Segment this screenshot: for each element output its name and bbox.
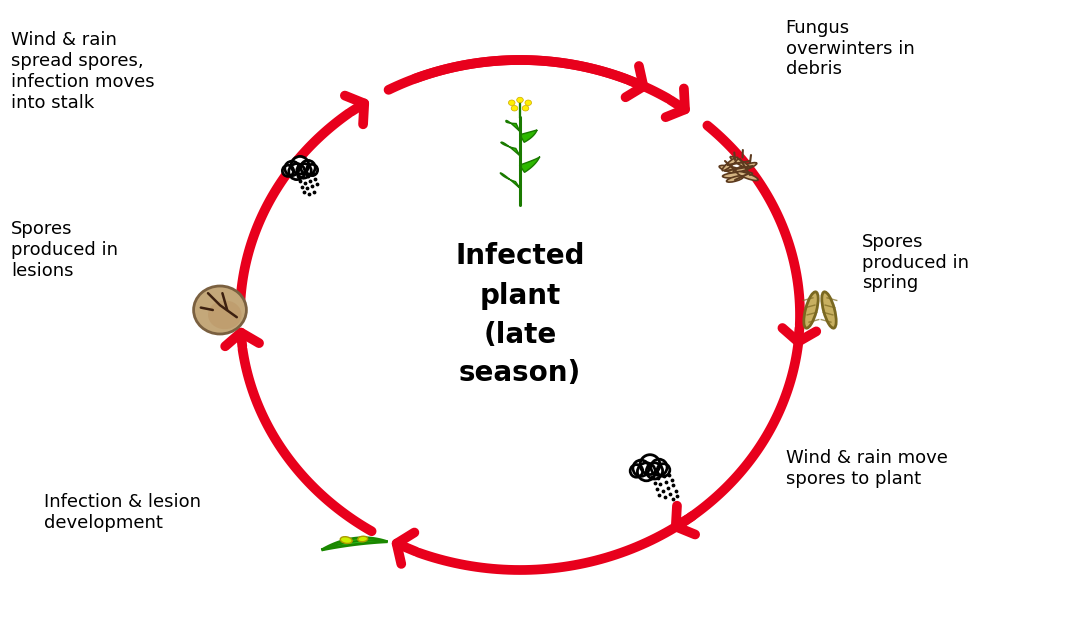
Ellipse shape xyxy=(193,286,247,334)
Polygon shape xyxy=(519,130,537,142)
Ellipse shape xyxy=(358,536,368,542)
Ellipse shape xyxy=(523,106,529,111)
Polygon shape xyxy=(501,142,520,156)
Circle shape xyxy=(285,161,299,176)
Ellipse shape xyxy=(722,172,753,178)
Text: Infected
plant
(late
season): Infected plant (late season) xyxy=(455,242,585,388)
Text: Fungus
overwinters in
debris: Fungus overwinters in debris xyxy=(786,19,914,78)
Text: Infection & lesion
development: Infection & lesion development xyxy=(44,493,201,532)
Circle shape xyxy=(289,164,304,179)
Circle shape xyxy=(633,460,649,476)
Text: Wind & rain move
spores to plant: Wind & rain move spores to plant xyxy=(786,449,947,488)
Ellipse shape xyxy=(822,292,836,328)
Text: Spores
produced in
spring: Spores produced in spring xyxy=(862,232,969,292)
Ellipse shape xyxy=(719,166,746,174)
Ellipse shape xyxy=(804,292,818,328)
Circle shape xyxy=(637,462,656,481)
Ellipse shape xyxy=(722,158,738,171)
Ellipse shape xyxy=(517,98,524,102)
Ellipse shape xyxy=(508,100,515,106)
Ellipse shape xyxy=(512,106,518,111)
Circle shape xyxy=(297,164,311,178)
Circle shape xyxy=(301,161,315,175)
Text: Spores
produced in
lesions: Spores produced in lesions xyxy=(11,220,118,280)
Polygon shape xyxy=(519,157,540,172)
Text: Wind & rain
spread spores,
infection moves
into stalk: Wind & rain spread spores, infection mov… xyxy=(11,31,155,112)
Circle shape xyxy=(646,462,662,479)
Ellipse shape xyxy=(733,162,757,172)
Circle shape xyxy=(657,464,670,476)
Circle shape xyxy=(651,459,667,476)
Circle shape xyxy=(631,464,643,478)
Ellipse shape xyxy=(208,301,241,329)
Ellipse shape xyxy=(730,156,750,169)
Polygon shape xyxy=(322,538,387,550)
Ellipse shape xyxy=(727,176,743,182)
Circle shape xyxy=(307,164,317,176)
Polygon shape xyxy=(500,173,520,189)
Ellipse shape xyxy=(340,537,352,544)
Circle shape xyxy=(283,165,293,176)
Polygon shape xyxy=(506,121,519,131)
Ellipse shape xyxy=(736,171,758,181)
Ellipse shape xyxy=(525,100,531,106)
Circle shape xyxy=(291,156,309,174)
Circle shape xyxy=(640,455,660,474)
